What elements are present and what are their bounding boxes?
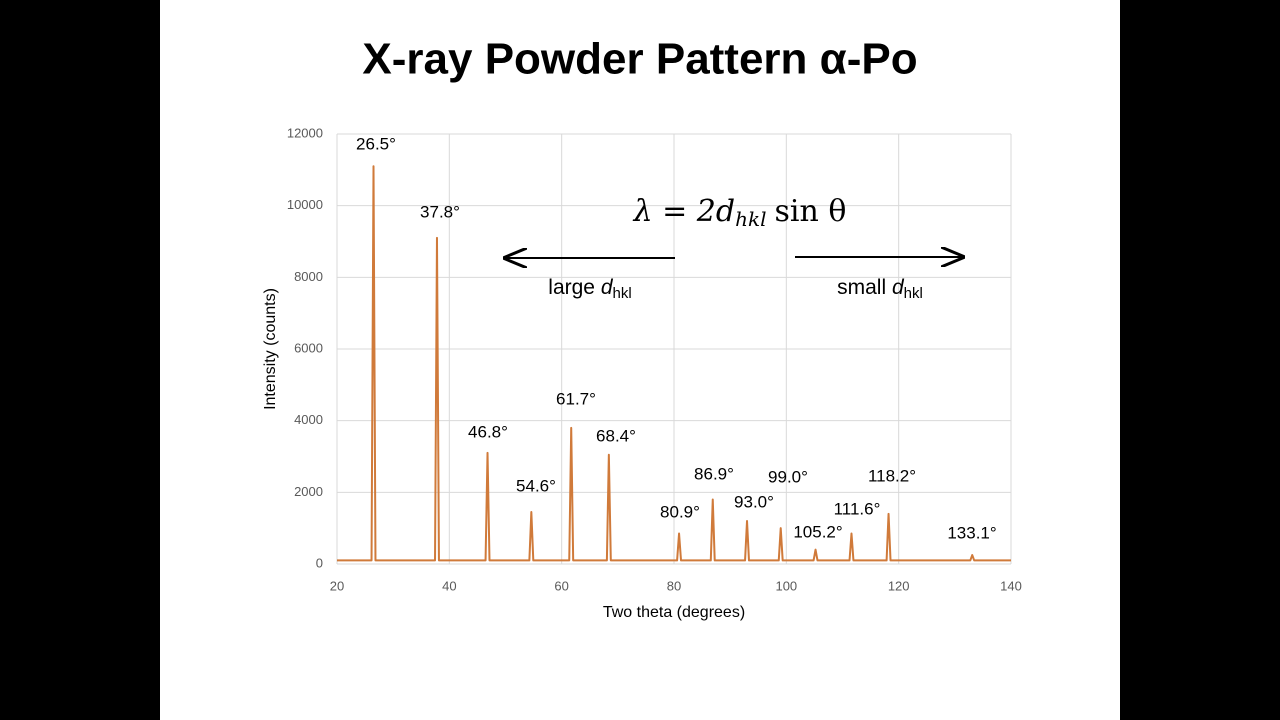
left-note-sub: hkl [613,285,632,302]
slide-background [160,0,1120,720]
peak-label: 46.8° [468,422,508,441]
y-tick-label: 8000 [294,269,323,284]
x-tick-label: 20 [330,578,344,593]
y-axis-title: Intensity (counts) [262,288,279,410]
equation-lhs: λ = 2 [633,194,716,229]
y-tick-label: 2000 [294,484,323,499]
equation: λ = 2dhkl sin θ [633,194,847,231]
peak-label: 80.9° [660,502,700,521]
data-line [337,165,1011,562]
peak-label: 68.4° [596,426,636,445]
x-tick-label: 80 [667,578,681,593]
peak-label: 93.0° [734,492,774,511]
equation-rhs: sin θ [775,194,847,229]
peak-label: 54.6° [516,476,556,495]
peak-label: 61.7° [556,389,596,408]
y-tick-label: 6000 [294,340,323,355]
y-tick-label: 0 [316,555,323,570]
peak-label: 26.5° [356,134,396,153]
right-note-sub: hkl [904,285,923,302]
x-axis-title: Two theta (degrees) [603,604,745,621]
x-tick-label: 40 [442,578,456,593]
chart-title: X-ray Powder Pattern α-Po [362,35,917,84]
peak-label: 37.8° [420,202,460,221]
left-note: large dhkl [548,276,631,302]
right-note-d: d [892,276,905,299]
peak-label: 99.0° [768,467,808,486]
equation-d: d [716,194,735,229]
y-tick-label: 10000 [287,197,323,212]
x-tick-label: 120 [888,578,910,593]
peak-label: 133.1° [947,523,996,542]
x-tick-label: 100 [775,578,797,593]
left-note-text: large [548,276,595,299]
equation-sub: hkl [735,207,766,231]
peak-label: 111.6° [834,499,881,518]
peak-label: 105.2° [793,522,842,541]
x-tick-label: 140 [1000,578,1022,593]
y-tick-label: 12000 [287,125,323,140]
y-tick-label: 4000 [294,412,323,427]
peak-label: 118.2° [868,466,916,485]
right-note: small dhkl [837,276,923,302]
right-note-text: small [837,276,886,299]
peak-label: 86.9° [694,464,734,483]
x-tick-label: 60 [554,578,568,593]
left-note-d: d [601,276,614,299]
